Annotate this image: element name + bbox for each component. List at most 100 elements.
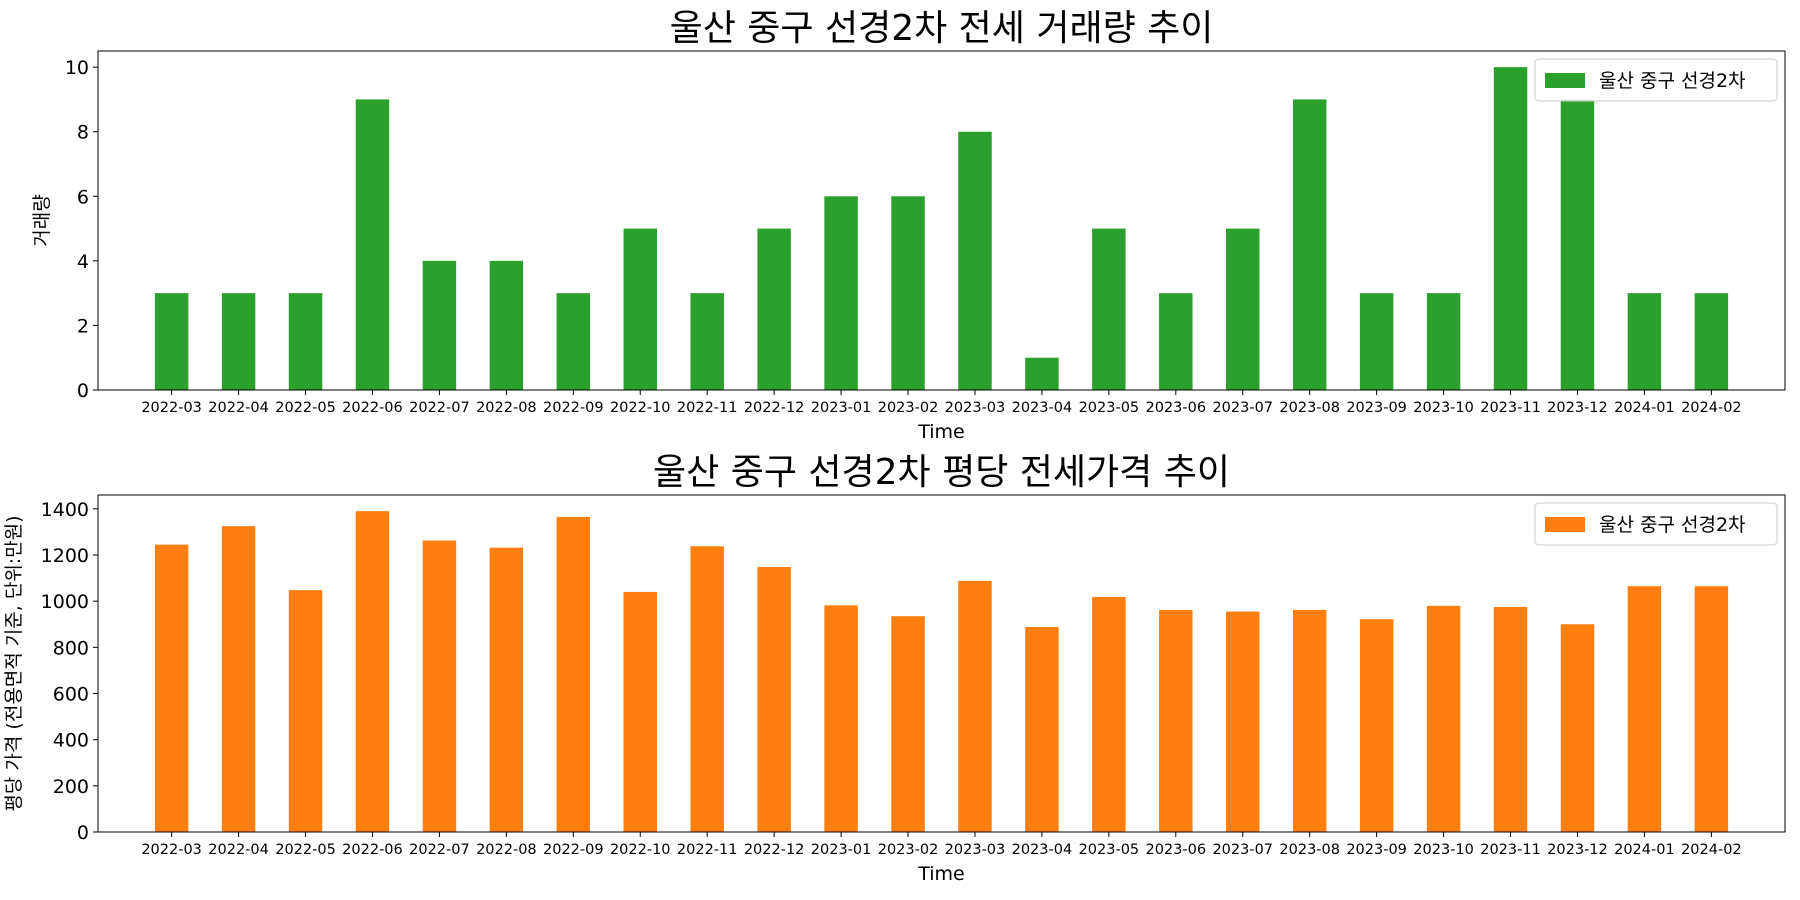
bar-2023-11	[1493, 67, 1528, 391]
bar-2024-02	[1694, 293, 1729, 390]
bar-2022-09	[556, 516, 591, 832]
bar-2023-06	[1159, 609, 1193, 832]
x-axis-label: Time	[917, 863, 965, 885]
x-tick-label: 2024-01	[1614, 400, 1675, 416]
bar-2023-09	[1359, 293, 1394, 390]
x-tick-label: 2022-06	[342, 842, 403, 858]
bar-2024-02	[1694, 586, 1729, 832]
y-tick-label: 400	[53, 730, 89, 752]
x-tick-label: 2023-10	[1413, 842, 1474, 858]
x-tick-label: 2023-07	[1212, 842, 1273, 858]
x-tick-label: 2023-04	[1012, 842, 1073, 858]
y-tick-label: 1400	[41, 499, 89, 521]
x-tick-label: 2024-02	[1681, 842, 1742, 858]
x-tick-label: 2022-05	[275, 400, 336, 416]
x-tick-label: 2023-03	[945, 842, 1006, 858]
x-tick-label: 2022-04	[208, 842, 269, 858]
bar-2022-05	[288, 293, 323, 390]
x-tick-label: 2023-12	[1547, 400, 1608, 416]
y-tick-label: 4	[77, 251, 89, 273]
x-tick-label: 2022-11	[677, 400, 738, 416]
x-tick-label: 2023-06	[1146, 400, 1207, 416]
legend-label: 울산 중구 선경2차	[1599, 70, 1746, 92]
plot-frame	[97, 494, 1786, 833]
bar-2022-12	[757, 567, 791, 832]
x-tick-label: 2022-12	[744, 400, 805, 416]
bar-2023-10	[1426, 605, 1461, 832]
y-tick-label: 1000	[41, 591, 89, 613]
bar-2022-12	[757, 228, 791, 390]
chart-2: 울산 중구 선경2차 평당 전세가격 추이 0 200 400 600 800 1000 12…	[3, 452, 1786, 885]
x-tick-label: 2023-01	[811, 842, 872, 858]
x-tick-label: 2022-05	[275, 842, 336, 858]
bar-2023-12	[1560, 624, 1595, 832]
y-tick-label: 10	[65, 57, 89, 79]
bar-2023-08	[1292, 99, 1327, 390]
x-tick-label: 2023-08	[1279, 400, 1340, 416]
y-tick-label: 1200	[41, 545, 89, 567]
bar-2023-05	[1092, 597, 1126, 832]
plot-frame	[97, 50, 1786, 391]
bar-2022-10	[623, 228, 657, 390]
x-tick-label: 2024-02	[1681, 400, 1742, 416]
bar-2023-12	[1560, 99, 1595, 390]
legend: 울산 중구 선경2차	[1534, 502, 1778, 546]
x-tick-label: 2023-05	[1079, 842, 1140, 858]
x-tick-label: 2023-04	[1012, 400, 1073, 416]
chart-title: 울산 중구 선경2차 전세 거래량 추이	[670, 8, 1214, 49]
x-tick-label: 2022-10	[610, 400, 671, 416]
x-tick-label: 2024-01	[1614, 842, 1675, 858]
y-tick-label: 8	[77, 122, 89, 144]
bar-2022-06	[355, 99, 390, 390]
bar-2022-05	[288, 590, 323, 832]
bar-2023-02	[891, 616, 925, 832]
bar-2023-07	[1226, 228, 1260, 390]
x-tick-label: 2022-09	[543, 842, 604, 858]
bar-2022-07	[422, 540, 457, 832]
x-axis-label: Time	[917, 421, 965, 443]
x-tick-label: 2022-07	[409, 842, 470, 858]
x-tick-label: 2023-09	[1346, 842, 1407, 858]
x-tick-label: 2023-03	[945, 400, 1006, 416]
y-tick-label: 800	[53, 637, 89, 659]
bar-2023-10	[1426, 293, 1461, 390]
bar-series	[154, 511, 1729, 832]
bar-2023-02	[891, 196, 925, 390]
bar-2022-08	[489, 547, 524, 832]
bar-2023-06	[1159, 293, 1193, 390]
y-tick-label: 2	[77, 315, 89, 337]
x-tick-label: 2023-09	[1346, 400, 1407, 416]
y-tick-label: 6	[77, 186, 89, 208]
bar-2022-04	[221, 526, 256, 832]
x-tick-label: 2022-08	[476, 842, 537, 858]
legend-label: 울산 중구 선경2차	[1599, 514, 1746, 536]
legend-swatch	[1545, 517, 1585, 532]
x-tick-label: 2023-12	[1547, 842, 1608, 858]
bar-2023-03	[958, 131, 992, 390]
y-tick-label: 600	[53, 684, 89, 706]
x-tick-label: 2022-09	[543, 400, 604, 416]
x-tick-label: 2023-02	[878, 842, 939, 858]
x-tick-label: 2022-03	[141, 842, 202, 858]
bar-2022-11	[690, 546, 724, 832]
bar-2023-11	[1493, 606, 1528, 832]
bar-2022-03	[154, 293, 189, 390]
x-tick-label: 2022-04	[208, 400, 269, 416]
legend-box	[1534, 58, 1778, 102]
x-tick-label: 2022-10	[610, 842, 671, 858]
bar-series	[154, 67, 1729, 391]
legend-box	[1534, 502, 1778, 546]
bar-2023-09	[1359, 619, 1394, 832]
x-tick-label: 2023-02	[878, 400, 939, 416]
x-tick-label: 2022-12	[744, 842, 805, 858]
y-axis-label: 평당 가격 (전용면적 기준, 단위:만원)	[3, 515, 25, 811]
bar-2022-04	[221, 293, 256, 390]
bar-2022-06	[355, 511, 390, 832]
x-tick-label: 2022-06	[342, 400, 403, 416]
bar-2022-10	[623, 591, 657, 832]
x-tick-label: 2022-03	[141, 400, 202, 416]
x-tick-label: 2022-11	[677, 842, 738, 858]
bar-2022-11	[690, 293, 724, 390]
x-tick-label: 2023-11	[1480, 400, 1541, 416]
